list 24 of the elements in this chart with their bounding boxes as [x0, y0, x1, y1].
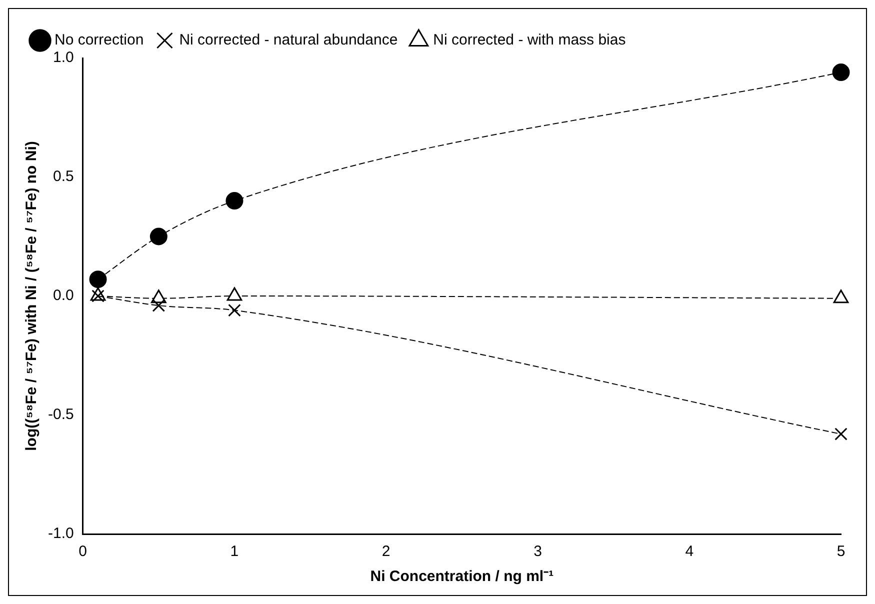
y-tick-label: 1.0	[52, 49, 74, 66]
point	[152, 299, 166, 312]
legend-label: Ni corrected - with mass bias	[433, 32, 626, 49]
point	[150, 228, 168, 246]
point	[226, 192, 244, 210]
point	[92, 290, 104, 302]
point	[228, 304, 241, 317]
x-tick-label: 4	[685, 543, 694, 560]
legend-label: No correction	[54, 32, 144, 49]
x-tick-label: 0	[78, 543, 88, 560]
x-tick-label: 5	[836, 543, 846, 560]
y-tick-label: 0.0	[52, 287, 74, 304]
y-tick-label: -1.0	[48, 525, 74, 542]
x-tick-label: 1	[230, 543, 239, 560]
point	[832, 64, 850, 82]
x-axis-title: Ni Concentration / ng ml⁻¹	[370, 568, 554, 586]
y-tick-label: -0.5	[48, 406, 74, 424]
legend-label: Ni corrected - natural abundance	[179, 32, 398, 49]
x-tick-label: 3	[534, 543, 542, 560]
y-axis-title: log((⁵⁸Fe / ⁵⁷Fe) with Ni / (⁵⁸Fe / ⁵⁷Fe) no Ni)	[23, 141, 40, 451]
point	[89, 270, 107, 288]
point	[834, 428, 848, 440]
y-tick-label: 0.5	[52, 168, 74, 186]
x-tick-label: 2	[382, 543, 390, 560]
